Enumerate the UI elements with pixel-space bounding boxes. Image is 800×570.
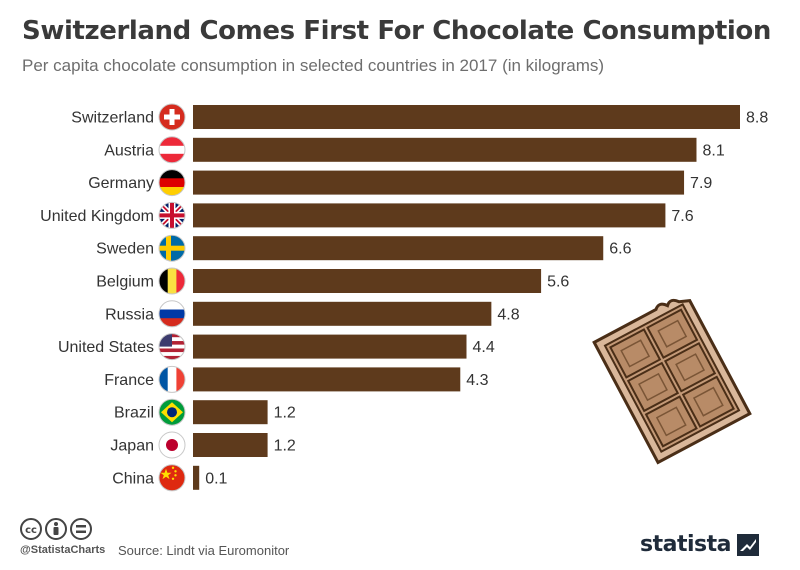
- value-label: 0.1: [205, 470, 227, 487]
- brand[interactable]: statista: [640, 532, 759, 557]
- footer-handle: @StatistaCharts: [20, 544, 106, 556]
- category-label: Japan: [110, 438, 154, 455]
- chart-subtitle: Per capita chocolate consumption in sele…: [22, 56, 605, 75]
- uk-flag-icon: [158, 201, 186, 229]
- attribution-icon: [45, 518, 67, 540]
- bar-united-states: [193, 334, 467, 359]
- value-label: 7.6: [671, 208, 693, 225]
- chart-title: Switzerland Comes First For Chocolate Co…: [22, 16, 771, 46]
- value-label: 1.2: [274, 438, 296, 455]
- bar-united-kingdom: [193, 203, 666, 228]
- category-label: France: [104, 372, 154, 389]
- switzerland-flag-icon: [158, 103, 186, 131]
- china-flag-icon: [158, 464, 186, 492]
- category-label: Germany: [88, 175, 154, 192]
- category-label: Brazil: [114, 405, 154, 422]
- bar-japan: [193, 433, 268, 457]
- germany-flag-icon: [158, 169, 186, 197]
- france-flag-icon: [158, 365, 186, 393]
- category-label: Sweden: [96, 241, 154, 258]
- brazil-flag-icon: [158, 398, 186, 426]
- sweden-flag-icon: [158, 234, 186, 262]
- bar-switzerland: [193, 105, 740, 129]
- value-label: 7.9: [690, 175, 712, 192]
- category-label: United States: [58, 339, 154, 356]
- category-label: Belgium: [96, 274, 154, 291]
- belgium-flag-icon: [158, 267, 186, 295]
- value-label: 4.4: [473, 339, 495, 356]
- bar-sweden: [193, 236, 604, 261]
- category-label: Switzerland: [71, 110, 154, 127]
- russia-flag-icon: [158, 300, 186, 328]
- chocolate-bar-icon: [592, 298, 752, 465]
- category-label: United Kingdom: [40, 208, 154, 225]
- category-label: Austria: [104, 142, 154, 159]
- austria-flag-icon: [158, 136, 186, 164]
- brand-name: statista: [640, 532, 731, 557]
- statista-logo-icon: [736, 533, 759, 556]
- bar-france: [193, 367, 461, 392]
- value-label: 8.8: [746, 110, 768, 127]
- footer-source: Source: Lindt via Euromonitor: [118, 543, 290, 558]
- japan-flag-icon: [158, 431, 186, 459]
- value-label: 4.3: [466, 372, 488, 389]
- usa-flag-icon: [158, 333, 186, 361]
- cc-icon: cc: [20, 518, 42, 540]
- value-label: 5.6: [547, 274, 569, 291]
- value-label: 6.6: [609, 241, 631, 258]
- category-label: China: [112, 470, 154, 487]
- value-label: 8.1: [702, 142, 724, 159]
- category-label: Russia: [105, 306, 154, 323]
- bar-austria: [193, 137, 697, 162]
- value-label: 4.8: [497, 306, 519, 323]
- bar-brazil: [193, 400, 268, 425]
- bar-china: [193, 465, 200, 490]
- no-derivatives-icon: [70, 518, 92, 540]
- bar-belgium: [193, 269, 542, 293]
- value-label: 1.2: [274, 405, 296, 422]
- bar-russia: [193, 301, 492, 326]
- svg-text:cc: cc: [25, 525, 37, 536]
- bar-germany: [193, 170, 685, 195]
